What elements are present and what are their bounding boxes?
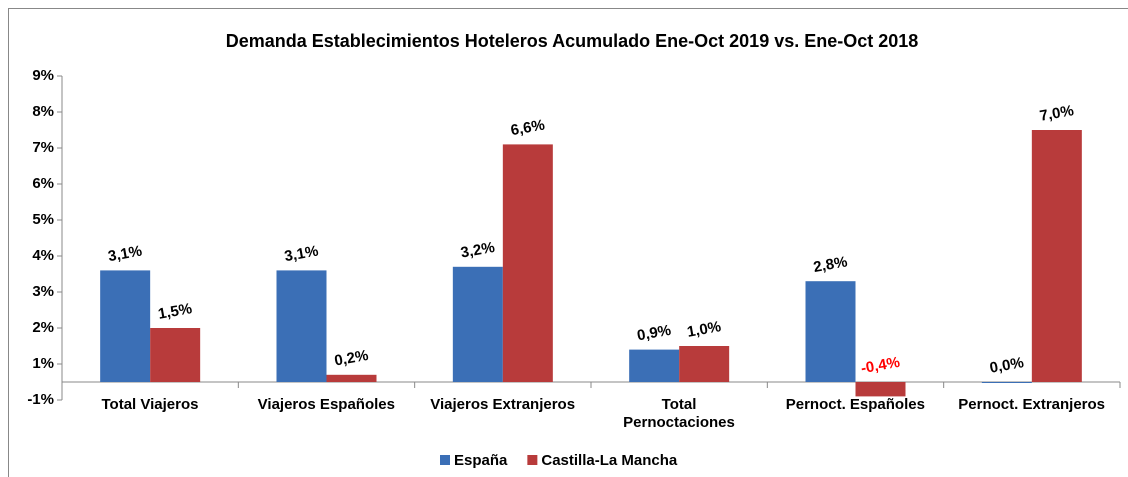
bar [100,270,151,382]
value-label: 3,2% [459,239,496,262]
x-tick-label: Viajeros Extranjeros [430,396,576,413]
chart-border [8,8,1128,477]
value-label: 0,9% [636,322,673,345]
y-tick-label: 4% [32,247,54,264]
y-tick-label: -1% [27,391,54,408]
bar [855,382,906,397]
bar [150,328,201,382]
chart-title: Demanda Establecimientos Hoteleros Acumu… [226,31,919,51]
value-label: 1,5% [157,300,194,323]
y-tick-label: 5% [32,211,54,228]
bar [1031,130,1082,382]
bar [502,144,553,382]
legend-label: España [454,452,508,469]
y-tick-label: 7% [32,139,54,156]
value-label: 7,0% [1038,102,1075,125]
value-label: -0,4% [860,354,902,378]
value-label: 3,1% [107,243,144,266]
bar [679,346,730,382]
value-label: 0,0% [988,354,1025,377]
x-tick-label: Total Viajeros [101,396,199,413]
y-tick-label: 6% [32,175,54,192]
bar [326,374,377,382]
x-tick-label: Pernoct. Extranjeros [958,396,1106,413]
legend-swatch [527,455,538,465]
value-label: 1,0% [686,318,723,341]
bar [981,382,1032,383]
value-label: 2,8% [812,253,849,276]
bar [805,281,856,382]
y-tick-label: 9% [32,67,54,84]
x-tick-label: Total Pernoctaciones [623,396,735,431]
y-tick-label: 2% [32,319,54,336]
bar [452,266,503,382]
legend-label: Castilla-La Mancha [541,452,678,469]
value-label: 0,2% [333,347,370,370]
legend-swatch [440,455,450,465]
x-tick-label: Viajeros Españoles [257,396,395,413]
bar [629,349,680,382]
y-tick-label: 8% [32,103,54,120]
x-tick-label: Pernoct. Españoles [785,396,925,413]
value-label: 6,6% [509,117,546,140]
y-tick-label: 3% [32,283,54,300]
value-label: 3,1% [283,243,320,266]
bar [276,270,327,382]
y-tick-label: 1% [32,355,54,372]
